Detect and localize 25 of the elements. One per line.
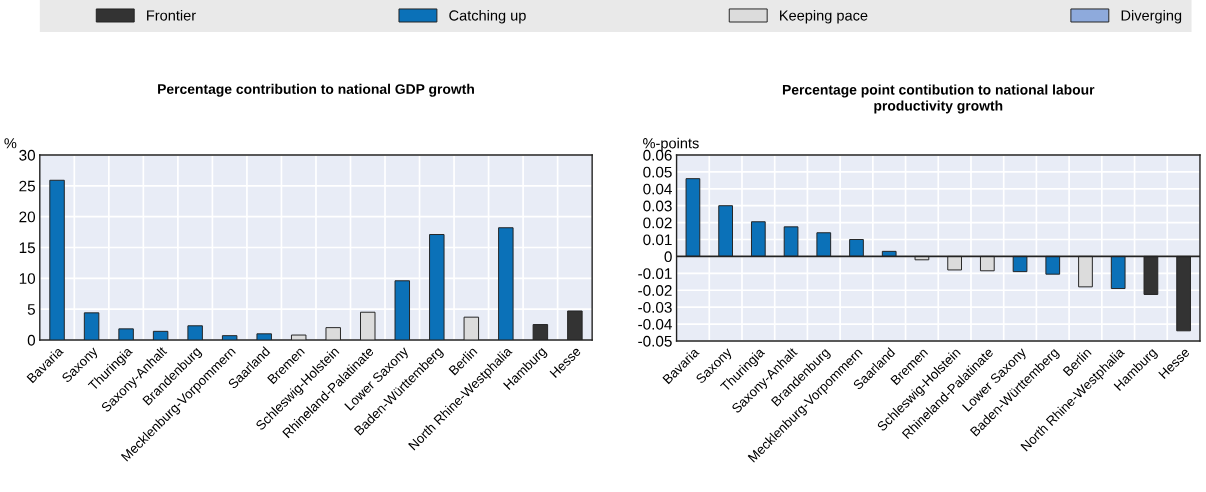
y-tick-label: 10: [19, 273, 36, 284]
y-tick-label: 25: [19, 180, 35, 192]
y-tick-label: 30: [19, 149, 36, 161]
y-tick-label: 0: [664, 251, 672, 263]
y-tick-label: -0.05: [638, 335, 672, 347]
legend-label: Diverging: [1121, 9, 1182, 24]
y-tick-label: 0.01: [643, 234, 672, 246]
chart-title: Percentage contribution to national GDP growth: [158, 83, 474, 97]
legend-label: Catching up: [449, 9, 526, 24]
y-tick-label: 0.04: [643, 183, 672, 195]
chart-title: Percentage point contibution to national labour productivity growth: [782, 84, 1095, 114]
legend-label: Keeping pace: [780, 9, 868, 24]
legend-label: Frontier: [147, 9, 196, 21]
y-tick-label: 5: [27, 304, 35, 315]
y-tick-label: 0.02: [643, 217, 672, 229]
y-tick-label: -0.03: [638, 302, 672, 313]
y-tick-label: 20: [19, 211, 36, 223]
y-tick-label: -0.02: [638, 285, 672, 296]
y-tick-label: 0.05: [643, 166, 672, 178]
y-tick-label: 0.03: [643, 200, 672, 212]
y-axis-title: %: [4, 138, 17, 149]
y-tick-label: -0.04: [638, 318, 672, 330]
y-tick-label: 0: [27, 334, 36, 346]
y-tick-label: 15: [19, 242, 35, 254]
y-tick-label: -0.01: [638, 268, 672, 280]
